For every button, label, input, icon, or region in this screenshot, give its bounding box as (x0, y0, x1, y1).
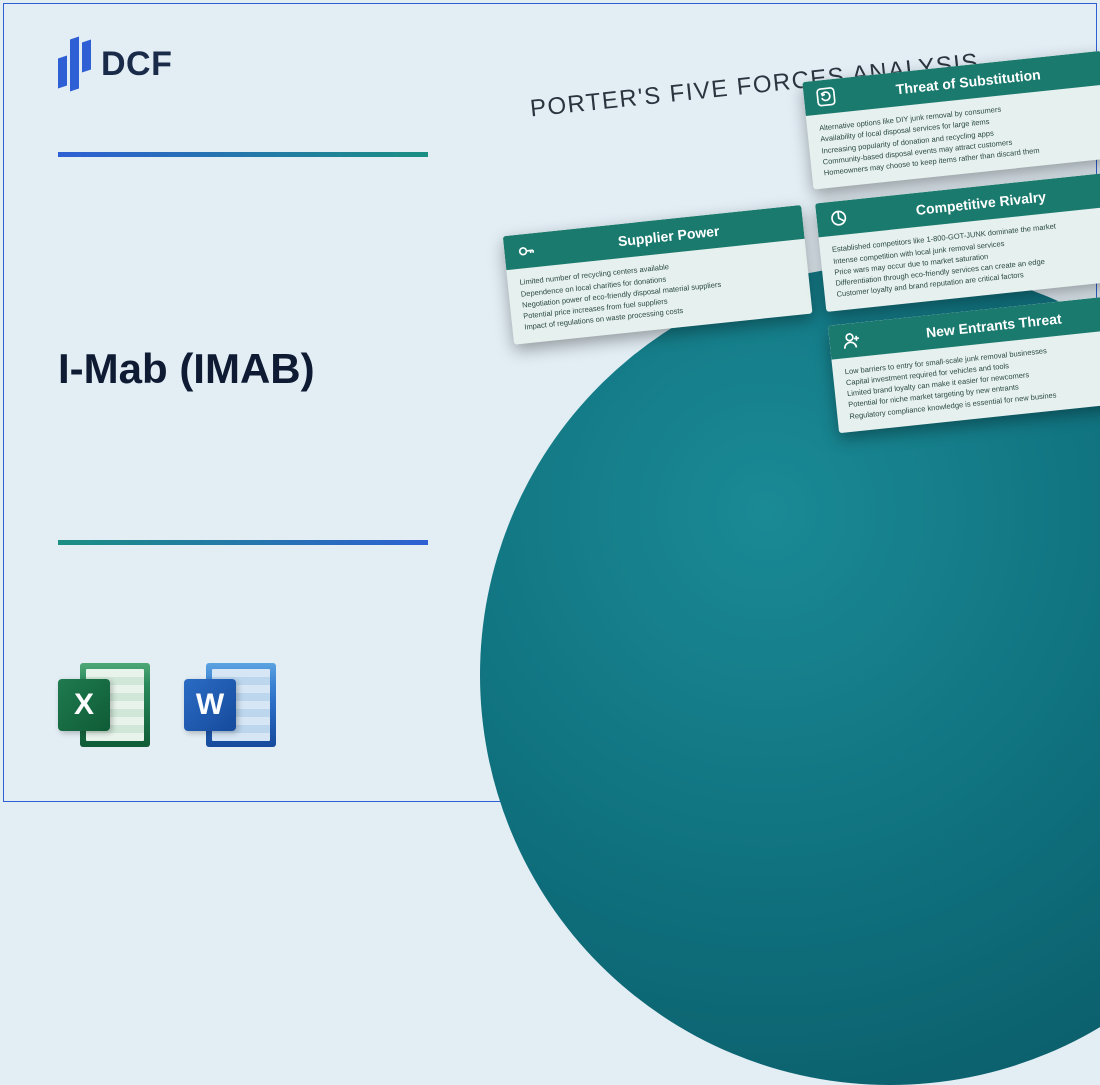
pie-icon (828, 207, 850, 229)
cards-container: Threat of Substitution Alternative optio… (490, 48, 1100, 480)
card-new-entrants: New Entrants Threat Low barriers to entr… (828, 294, 1100, 433)
excel-letter: X (58, 679, 110, 731)
logo-text: DCF (101, 45, 172, 84)
word-letter: W (184, 679, 236, 731)
logo-bars-icon (58, 38, 91, 90)
divider-top (58, 152, 428, 157)
excel-icon[interactable]: X (58, 657, 154, 753)
dcf-logo: DCF (58, 38, 172, 90)
file-icons-row: X W (58, 657, 280, 753)
divider-bottom (58, 540, 428, 545)
card-supplier-power: Supplier Power Limited number of recycli… (503, 205, 813, 344)
word-icon[interactable]: W (184, 657, 280, 753)
card-competitive-rivalry: Competitive Rivalry Established competit… (815, 172, 1100, 311)
page-title: I-Mab (IMAB) (58, 345, 315, 393)
key-icon (515, 240, 537, 262)
refresh-icon (815, 86, 837, 108)
user-plus-icon (841, 329, 863, 351)
